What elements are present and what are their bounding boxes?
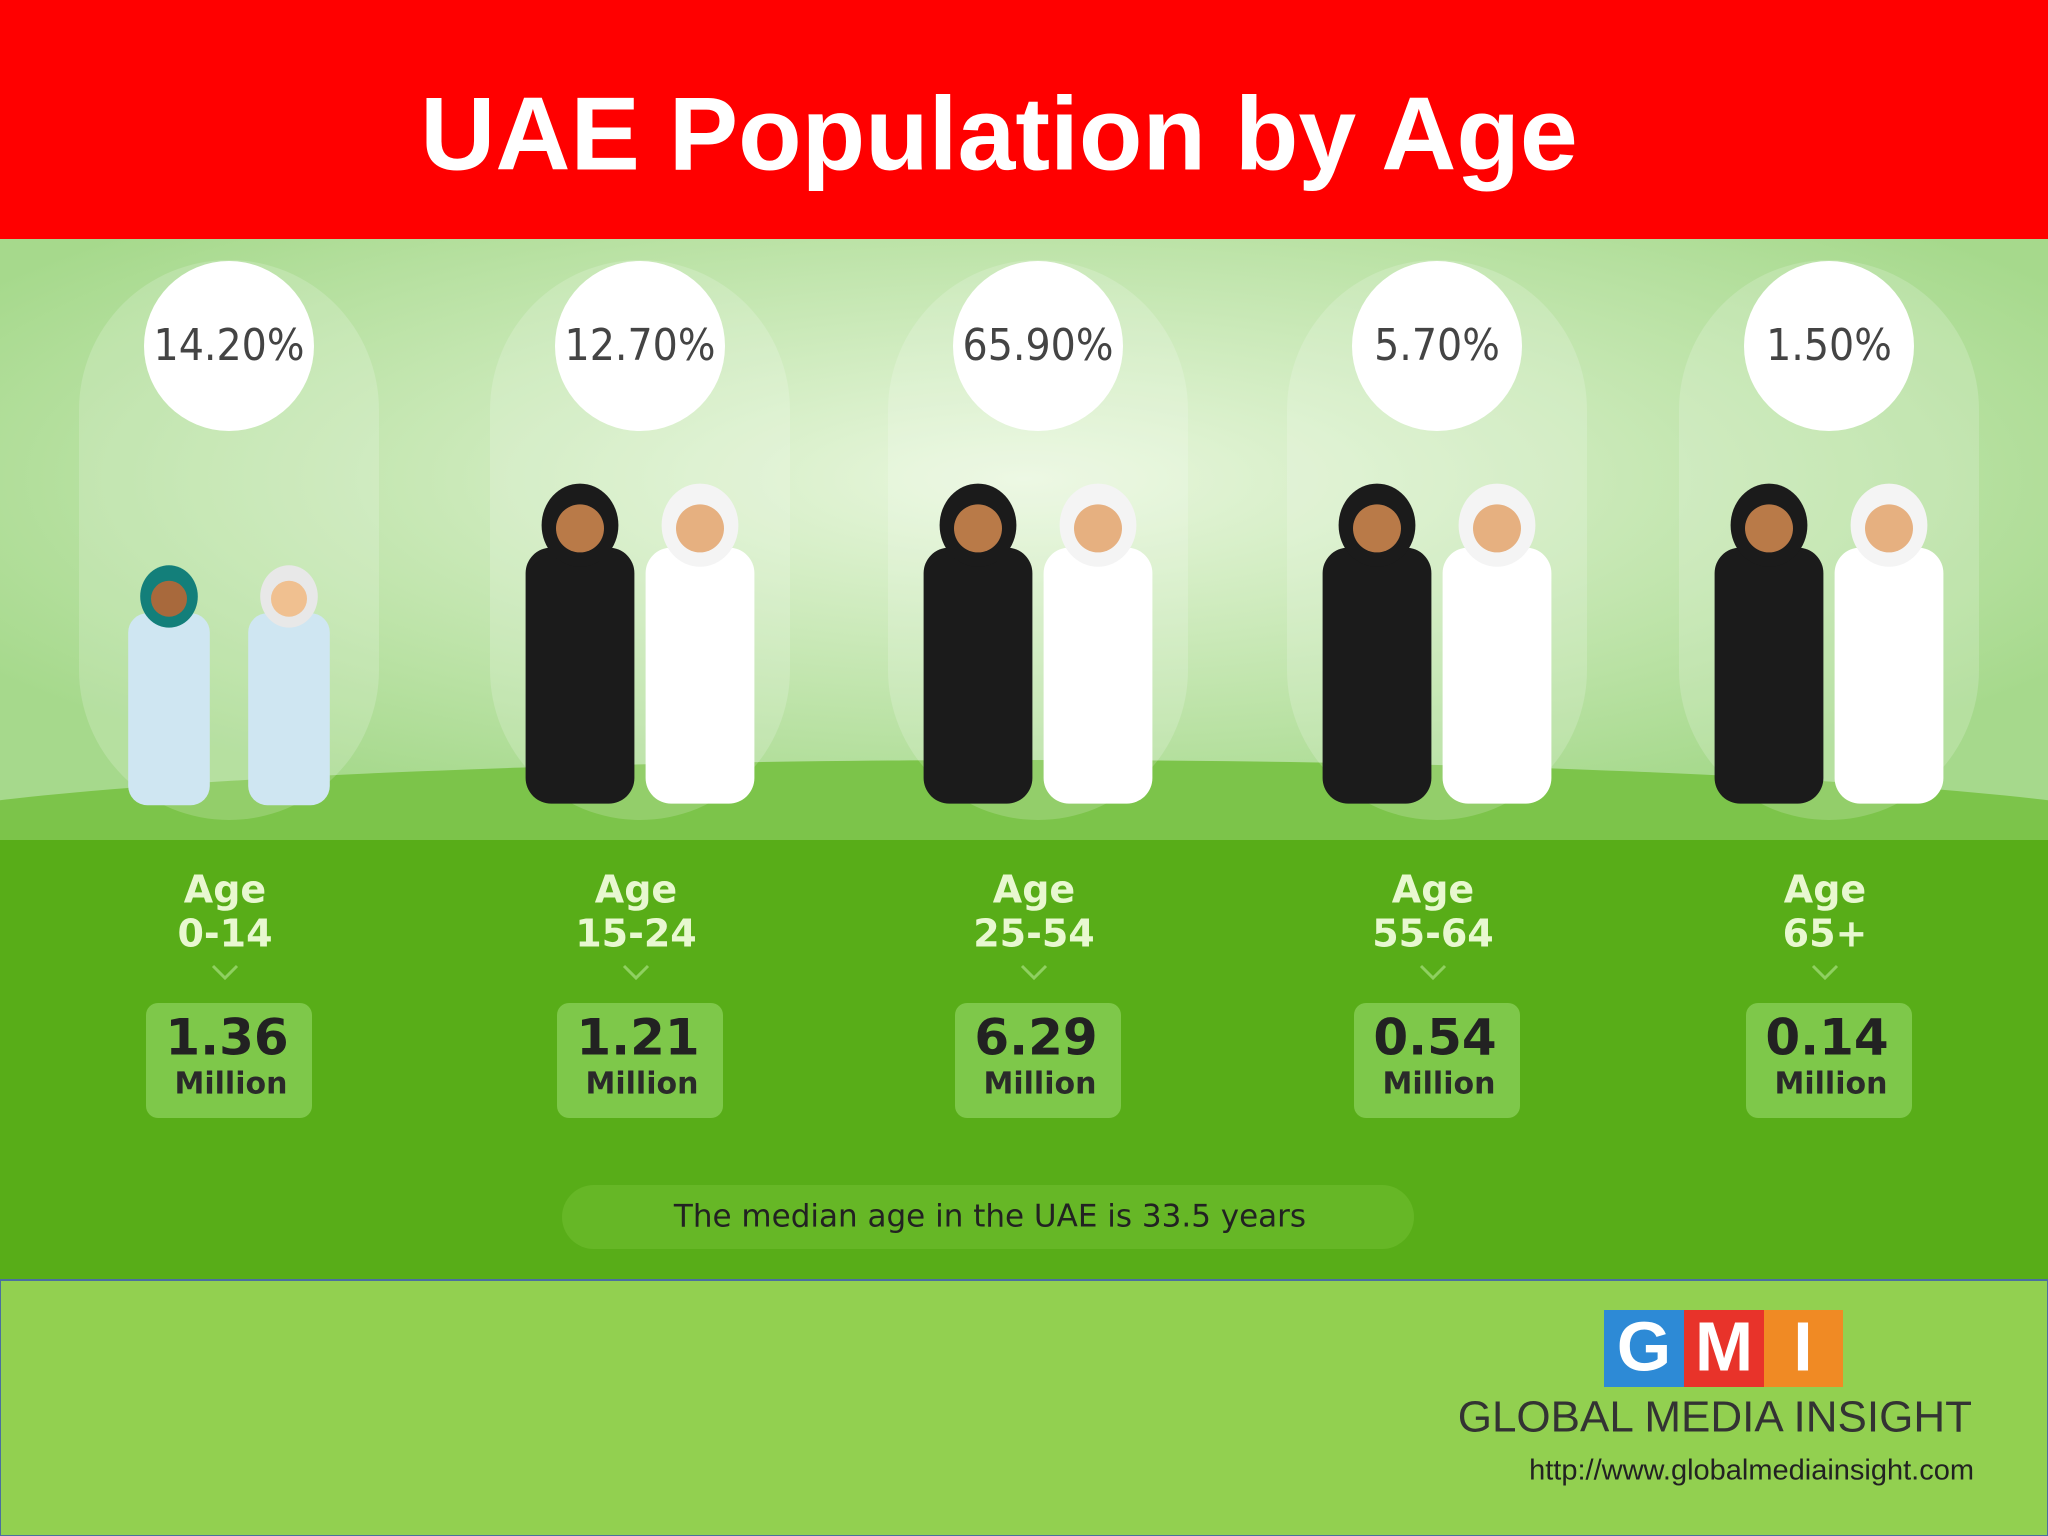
figure-face (271, 580, 307, 617)
value: 6.29 (974, 1009, 1097, 1067)
unit: Million (1775, 1067, 1888, 1102)
figure-face (676, 504, 724, 553)
logo-i (1764, 1310, 1843, 1387)
logo-m (1684, 1310, 1764, 1387)
age-word: Age (1392, 868, 1474, 912)
chevron (1811, 964, 1839, 981)
percent: 5.70% (1374, 320, 1500, 371)
value-box (557, 1003, 723, 1118)
figure-body (1322, 547, 1432, 804)
figure-face (1865, 504, 1913, 553)
percent: 1.50% (1766, 320, 1892, 371)
percent-circle (555, 261, 725, 431)
age-word: Age (1784, 868, 1866, 912)
figure-face (556, 504, 604, 553)
figure-body (525, 547, 635, 804)
median-pill (562, 1185, 1414, 1249)
figure-body (1714, 547, 1824, 804)
logo-g (1604, 1310, 1684, 1387)
age-word: Age (595, 868, 677, 912)
age-range: 55-64 (1372, 912, 1494, 956)
unit: Million (175, 1067, 288, 1102)
figure-face (1473, 504, 1521, 553)
value-box (1746, 1003, 1912, 1118)
age-word: Age (184, 868, 266, 912)
percent: 14.20% (154, 320, 305, 371)
brand: GLOBAL MEDIA INSIGHT (1458, 1393, 1972, 1442)
chevron (622, 964, 650, 981)
value: 0.54 (1373, 1009, 1496, 1067)
age-range: 65+ (1783, 912, 1868, 956)
value: 1.21 (576, 1009, 699, 1067)
age-word: Age (993, 868, 1075, 912)
logo-letter: G (1617, 1307, 1671, 1385)
value: 0.14 (1765, 1009, 1888, 1067)
value-box (955, 1003, 1121, 1118)
age-range: 15-24 (575, 912, 697, 956)
logo-letter: I (1793, 1307, 1812, 1385)
figure-face (151, 580, 187, 617)
chevron (211, 964, 239, 981)
percent-circle (953, 261, 1123, 431)
figure-body (1043, 547, 1153, 804)
percent-circle (1744, 261, 1914, 431)
chevron (1419, 964, 1447, 981)
figure-body (1442, 547, 1552, 804)
header-band (0, 0, 2048, 239)
percent-circle (144, 261, 314, 431)
url: http://www.globalmediainsight.com (1529, 1455, 1974, 1487)
value: 1.36 (165, 1009, 288, 1067)
age-range: 0-14 (177, 912, 272, 956)
unit: Million (984, 1067, 1097, 1102)
percent-circle (1352, 261, 1522, 431)
value-box (1354, 1003, 1520, 1118)
figure-face (1353, 504, 1401, 553)
figure-face (1745, 504, 1793, 553)
figure-body (645, 547, 755, 804)
percent: 12.70% (565, 320, 716, 371)
figure-body (923, 547, 1033, 804)
age-range: 25-54 (973, 912, 1095, 956)
unit: Million (1383, 1067, 1496, 1102)
title: UAE Population by Age (420, 76, 1578, 192)
figure-body (248, 613, 330, 806)
percent: 65.90% (963, 320, 1114, 371)
value-box (146, 1003, 312, 1118)
figure-face (954, 504, 1002, 553)
figure-body (128, 613, 210, 806)
unit: Million (586, 1067, 699, 1102)
median-note: The median age in the UAE is 33.5 years (673, 1199, 1306, 1235)
figure-face (1074, 504, 1122, 553)
chevron (1020, 964, 1048, 981)
logo-letter: M (1695, 1307, 1753, 1385)
figure-body (1834, 547, 1944, 804)
